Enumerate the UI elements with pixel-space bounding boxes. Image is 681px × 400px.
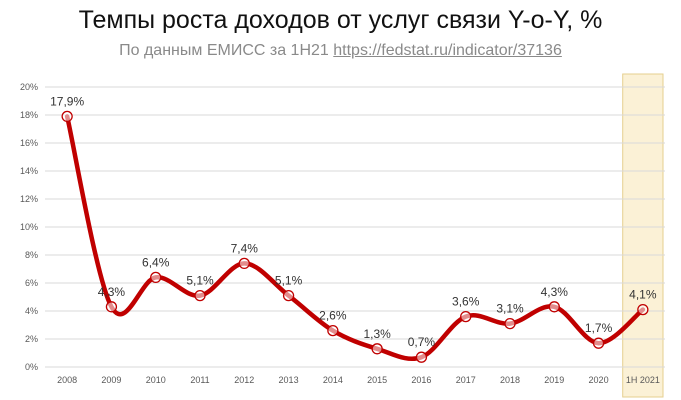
y-tick-label: 0% (25, 362, 38, 372)
x-tick-label: 2008 (57, 375, 77, 385)
data-point (238, 257, 250, 270)
data-point (61, 110, 73, 123)
data-label: 0,7% (408, 335, 436, 349)
data-label: 2,6% (319, 309, 347, 323)
x-tick-label: 2016 (411, 375, 431, 385)
data-point (327, 324, 339, 337)
data-label: 4,1% (629, 288, 657, 302)
data-point (548, 301, 560, 313)
data-label: 3,1% (496, 302, 524, 316)
series-line (64, 114, 646, 362)
data-point (415, 351, 428, 363)
x-tick-label: 2012 (234, 375, 254, 385)
x-tick-label: 2019 (544, 375, 564, 385)
chart-subtitle: По данным ЕМИСС за 1Н21 https://fedstat.… (0, 42, 681, 60)
y-tick-label: 6% (25, 278, 38, 288)
data-label: 3,6% (452, 295, 480, 309)
data-point (504, 317, 516, 330)
data-label: 4,3% (541, 285, 569, 299)
x-tick-label: 2011 (190, 375, 209, 385)
x-tick-label: 2013 (279, 375, 299, 385)
y-tick-label: 14% (20, 166, 38, 176)
data-label: 4,3% (98, 285, 126, 299)
y-tick-label: 2% (25, 334, 38, 344)
data-point (282, 289, 295, 302)
data-label: 5,1% (275, 274, 303, 288)
highlight-band (622, 73, 664, 398)
source-link[interactable]: https://fedstat.ru/indicator/37136 (333, 42, 562, 59)
x-tick-label: 2010 (146, 375, 166, 385)
data-point (371, 343, 383, 355)
chart-title: Темпы роста доходов от услуг связи Y-o-Y… (78, 6, 603, 34)
y-tick-label: 20% (20, 82, 38, 92)
x-tick-label: 2017 (456, 375, 476, 385)
subtitle-source-text: По данным ЕМИСС за 1Н21 (119, 42, 329, 59)
data-point (194, 289, 206, 302)
data-point (150, 271, 162, 284)
y-tick-label: 8% (25, 250, 38, 260)
x-tick-label: 2020 (589, 375, 609, 385)
data-point (592, 337, 605, 349)
data-point (105, 301, 118, 313)
data-label: 7,4% (231, 241, 259, 255)
x-tick-label: 2018 (500, 375, 520, 385)
y-tick-label: 16% (20, 138, 38, 148)
data-label: 6,4% (142, 255, 170, 269)
data-label: 5,1% (186, 274, 214, 288)
y-tick-label: 4% (25, 306, 38, 316)
y-tick-label: 10% (20, 222, 38, 232)
data-label: 1,7% (585, 321, 613, 335)
x-tick-label: 2009 (101, 375, 121, 385)
data-point (637, 303, 649, 316)
data-label: 1,3% (363, 327, 391, 341)
y-tick-label: 12% (20, 194, 38, 204)
data-label: 17,9% (50, 94, 84, 108)
x-tick-label: 2015 (367, 375, 387, 385)
x-tick-label: 1Н 2021 (626, 375, 660, 385)
data-point (460, 310, 472, 323)
y-tick-label: 18% (20, 110, 38, 120)
x-tick-label: 2014 (323, 375, 343, 385)
